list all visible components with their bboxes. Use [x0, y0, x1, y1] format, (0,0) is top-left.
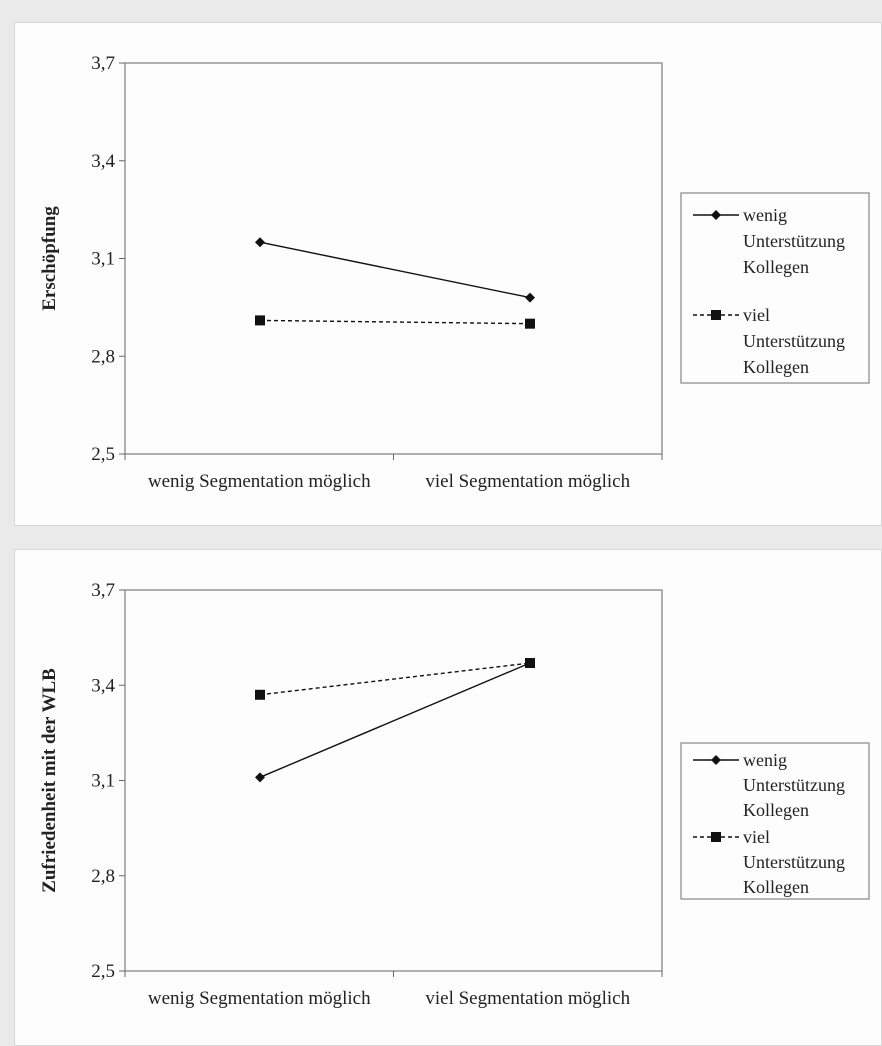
x-category-label: viel Segmentation möglich — [425, 471, 630, 492]
data-point-square — [525, 658, 535, 669]
legend-entry-text: Unterstützung — [743, 331, 845, 351]
legend-entry-text: wenig — [743, 750, 787, 770]
legend-entry-text: wenig — [743, 205, 787, 225]
legend-entry-text: Kollegen — [743, 357, 809, 377]
legend-entry-text: Unterstützung — [743, 231, 845, 251]
y-tick-label: 3,1 — [91, 249, 115, 270]
y-tick-label: 3,1 — [91, 771, 115, 792]
plot-area-frame — [124, 62, 663, 455]
data-point-square — [525, 318, 535, 329]
chart-panel-exhaustion: 2,5 2,8 3,1 3,4 3,7 wenig Segmentation möglic… — [14, 22, 882, 526]
legend-marker-diamond — [711, 755, 721, 765]
chart-wlb-satisfaction-svg: 2,5 2,8 3,1 3,4 3,7 wenig Segmentation möglic… — [39, 580, 870, 1009]
chart-exhaustion-svg: 2,5 2,8 3,1 3,4 3,7 wenig Segmentation möglic… — [39, 53, 870, 492]
legend-entry-text: Unterstützung — [743, 852, 845, 872]
y-tick-label: 3,7 — [91, 53, 115, 74]
series-line-viel-unterstuetzung — [259, 319, 531, 325]
legend-marker-square — [711, 832, 721, 842]
series-line-viel-unterstuetzung — [259, 662, 531, 696]
y-tick-label: 3,4 — [91, 151, 115, 172]
data-point-square — [255, 689, 265, 700]
legend-entry-text: Kollegen — [743, 877, 809, 897]
x-category-label: viel Segmentation möglich — [425, 988, 630, 1009]
y-axis-label: Erschöpfung — [39, 206, 60, 311]
legend-entry-text: Unterstützung — [743, 775, 845, 795]
y-tick-label: 3,4 — [91, 675, 115, 696]
legend: wenig Unterstützung Kollegen viel Unterstütz… — [680, 192, 870, 384]
y-axis-label: Zufriedenheit mit der WLB — [39, 668, 60, 893]
data-point-diamond — [255, 237, 265, 248]
legend-entry-text: Kollegen — [743, 257, 809, 277]
data-point-diamond — [255, 772, 265, 783]
legend-marker-square — [711, 310, 721, 320]
y-tick-label: 2,8 — [91, 346, 115, 367]
y-tick-label: 3,7 — [91, 580, 115, 601]
series-line-wenig-unterstuetzung — [259, 662, 531, 778]
plot-area-frame — [124, 589, 663, 972]
y-tick-label: 2,5 — [91, 444, 115, 465]
y-tick-label: 2,5 — [91, 961, 115, 982]
legend: wenig Unterstützung Kollegen viel Unterstütz… — [680, 742, 870, 900]
x-category-label: wenig Segmentation möglich — [148, 471, 371, 492]
legend-entry-text: Kollegen — [743, 800, 809, 820]
series-line-wenig-unterstuetzung — [259, 241, 531, 299]
legend-marker-diamond — [711, 210, 721, 220]
data-point-diamond — [525, 292, 535, 303]
legend-box — [680, 742, 870, 900]
legend-entry-text: viel — [743, 305, 770, 325]
legend-box — [680, 192, 870, 384]
chart-panel-wlb-satisfaction: 2,5 2,8 3,1 3,4 3,7 wenig Segmentation möglic… — [14, 549, 882, 1046]
y-tick-label: 2,8 — [91, 866, 115, 887]
x-category-label: wenig Segmentation möglich — [148, 988, 371, 1009]
legend-entry-text: viel — [743, 827, 770, 847]
data-point-square — [255, 315, 265, 326]
